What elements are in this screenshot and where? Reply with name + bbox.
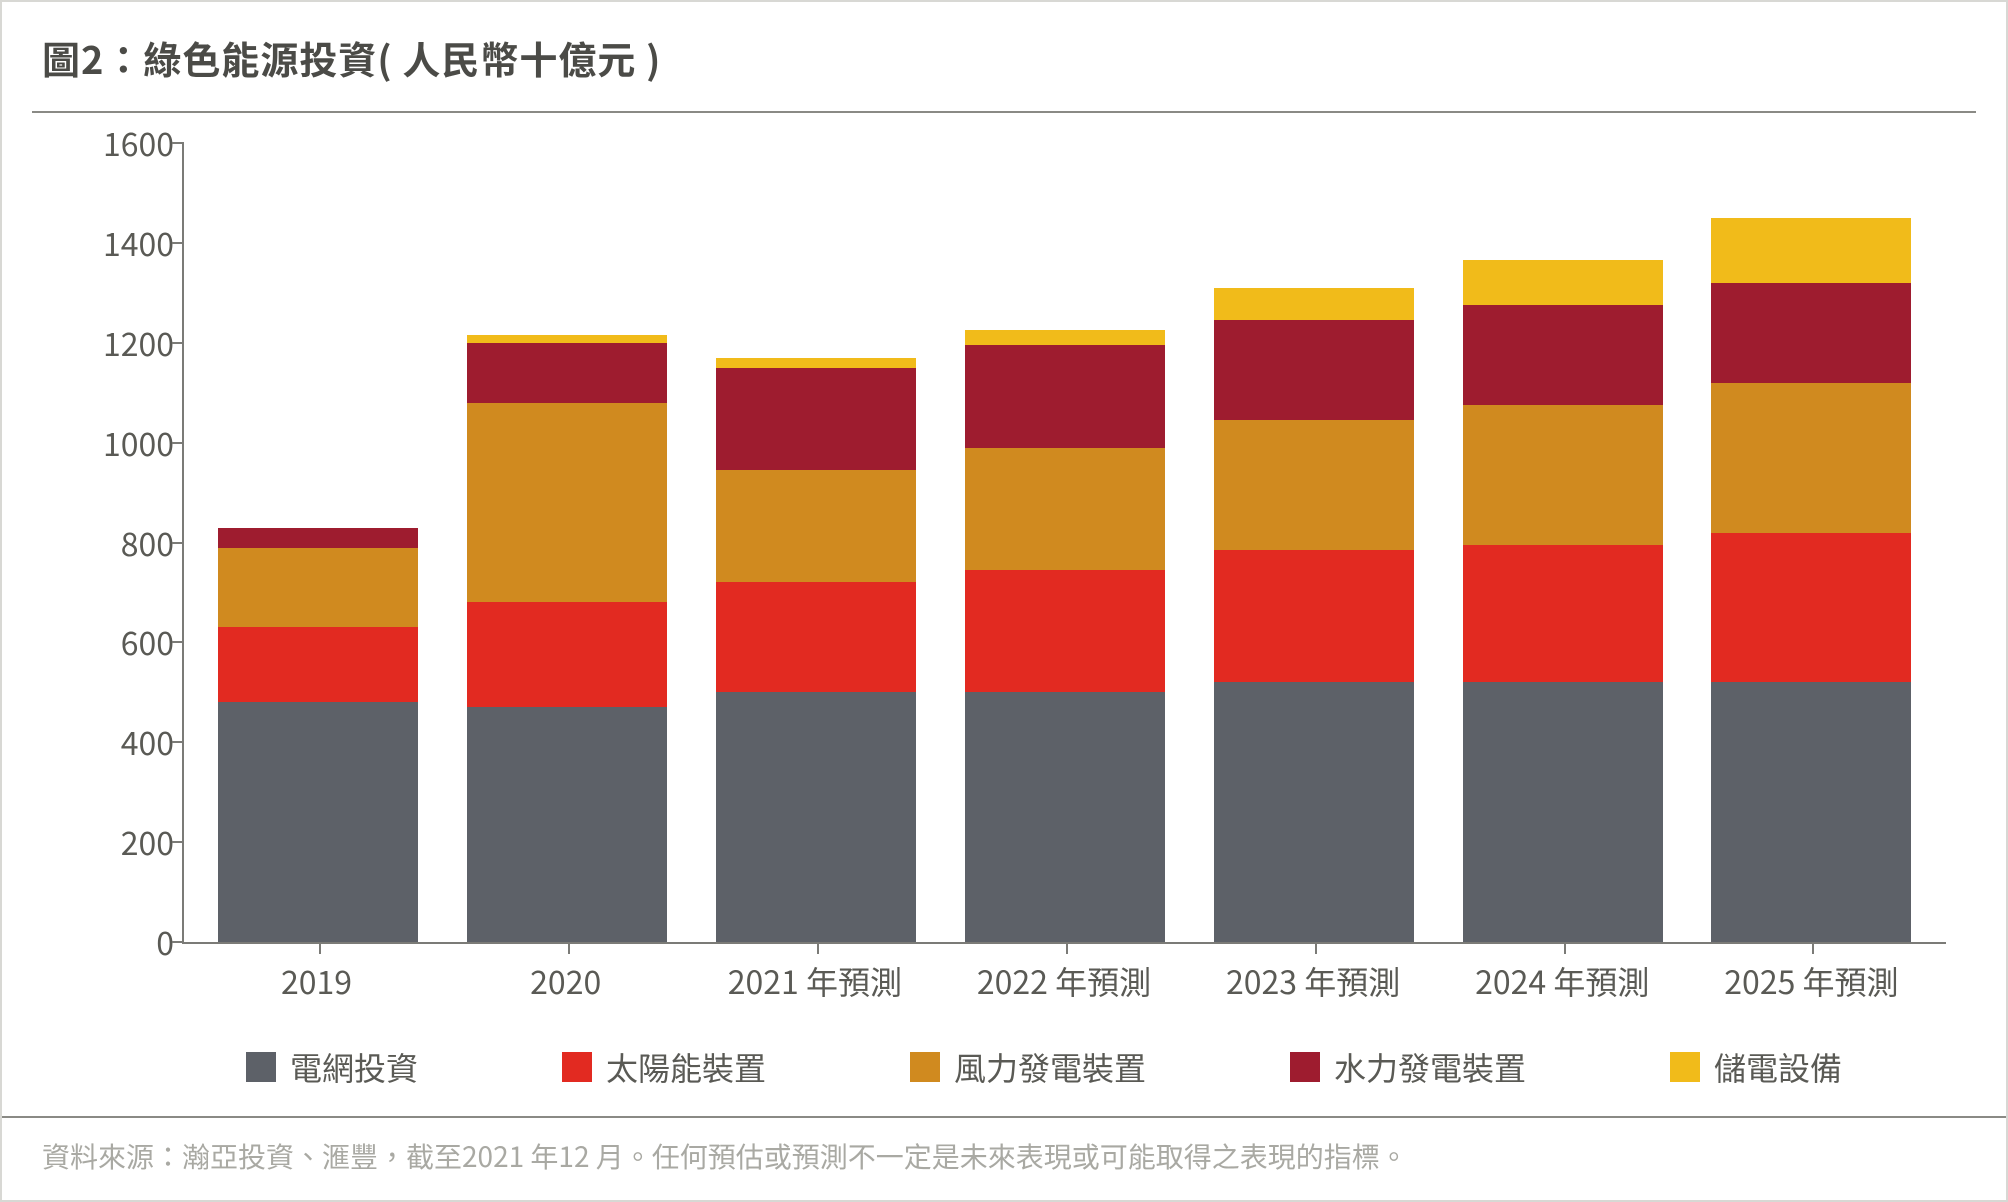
bar-segment-solar bbox=[467, 602, 667, 707]
y-tick-label: 0 bbox=[64, 919, 174, 965]
title-rule bbox=[32, 111, 1976, 113]
bar-segment-grid bbox=[1711, 682, 1911, 942]
legend-swatch bbox=[1290, 1052, 1320, 1082]
bar-segment-wind bbox=[1463, 405, 1663, 545]
legend-item: 風力發電裝置 bbox=[910, 1044, 1146, 1090]
bar-segment-wind bbox=[218, 548, 418, 628]
y-tick-mark bbox=[172, 142, 184, 144]
bar-segment-storage bbox=[716, 358, 916, 368]
chart-card: 圖2：綠色能源投資( 人民幣十億元 ) 02004006008001000120… bbox=[0, 0, 2008, 1202]
bar-segment-grid bbox=[716, 692, 916, 942]
bar-segment-hydro bbox=[1214, 320, 1414, 420]
bar-segment-grid bbox=[218, 702, 418, 942]
bar-segment-storage bbox=[1214, 288, 1414, 320]
bar-segment-grid bbox=[467, 707, 667, 942]
x-tick-label: 2023 年預測 bbox=[1213, 944, 1413, 1014]
legend-label: 電網投資 bbox=[290, 1044, 418, 1090]
legend: 電網投資 太陽能裝置 風力發電裝置 水力發電裝置 儲電設備 bbox=[2, 1034, 2006, 1116]
y-tick-mark bbox=[172, 442, 184, 444]
legend-swatch bbox=[562, 1052, 592, 1082]
chart-footnote: 資料來源：瀚亞投資、滙豐，截至2021 年12 月。任何預估或預測不一定是未來表… bbox=[2, 1118, 2006, 1200]
x-tick-label: 2024 年預測 bbox=[1462, 944, 1662, 1014]
x-axis-labels: 2019 2020 2021 年預測 2022 年預測 2023 年預測 2024 年預測… bbox=[182, 944, 1946, 1014]
y-tick-label: 800 bbox=[64, 520, 174, 566]
bar-segment-hydro bbox=[1463, 305, 1663, 405]
y-tick-mark bbox=[172, 242, 184, 244]
y-tick-label: 1000 bbox=[64, 420, 174, 466]
bar bbox=[1463, 260, 1663, 942]
y-tick-mark bbox=[172, 741, 184, 743]
bar-segment-solar bbox=[965, 570, 1165, 692]
x-tick-label: 2025 年預測 bbox=[1711, 944, 1911, 1014]
x-tick-label: 2022 年預測 bbox=[964, 944, 1164, 1014]
legend-item: 電網投資 bbox=[246, 1044, 418, 1090]
bar-segment-solar bbox=[218, 627, 418, 702]
legend-item: 水力發電裝置 bbox=[1290, 1044, 1526, 1090]
bar-segment-wind bbox=[965, 448, 1165, 570]
bar-segment-solar bbox=[1711, 533, 1911, 683]
bar-segment-grid bbox=[965, 692, 1165, 942]
y-tick-mark bbox=[172, 941, 184, 943]
bar-segment-solar bbox=[1214, 550, 1414, 682]
bar bbox=[467, 335, 667, 942]
bar-segment-hydro bbox=[965, 345, 1165, 447]
legend-item: 儲電設備 bbox=[1670, 1044, 1842, 1090]
bar-segment-storage bbox=[965, 330, 1165, 345]
bar-segment-solar bbox=[716, 582, 916, 692]
bar-segment-wind bbox=[467, 403, 667, 603]
bar-segment-hydro bbox=[716, 368, 916, 470]
x-tick-label: 2021 年預測 bbox=[715, 944, 915, 1014]
bar-segment-wind bbox=[716, 470, 916, 582]
y-tick-label: 600 bbox=[64, 619, 174, 665]
chart-title: 圖2：綠色能源投資( 人民幣十億元 ) bbox=[2, 2, 2006, 111]
y-tick-label: 400 bbox=[64, 719, 174, 765]
bar-segment-wind bbox=[1214, 420, 1414, 550]
x-tick-label: 2020 bbox=[466, 944, 666, 1014]
legend-label: 水力發電裝置 bbox=[1334, 1044, 1526, 1090]
bar-segment-grid bbox=[1214, 682, 1414, 942]
y-tick-mark bbox=[172, 542, 184, 544]
bar-segment-storage bbox=[1463, 260, 1663, 305]
bar-segment-storage bbox=[467, 335, 667, 342]
y-tick-mark bbox=[172, 342, 184, 344]
legend-swatch bbox=[910, 1052, 940, 1082]
y-tick-label: 200 bbox=[64, 819, 174, 865]
bar bbox=[1214, 288, 1414, 942]
bar-segment-wind bbox=[1711, 383, 1911, 533]
legend-label: 風力發電裝置 bbox=[954, 1044, 1146, 1090]
legend-swatch bbox=[1670, 1052, 1700, 1082]
y-tick-label: 1600 bbox=[64, 120, 174, 166]
chart-area: 02004006008001000120014001600 2019202020… bbox=[42, 143, 1966, 1014]
bar bbox=[218, 528, 418, 942]
legend-label: 儲電設備 bbox=[1714, 1044, 1842, 1090]
legend-swatch bbox=[246, 1052, 276, 1082]
bar-segment-solar bbox=[1463, 545, 1663, 682]
bar-segment-hydro bbox=[218, 528, 418, 548]
bar bbox=[1711, 218, 1911, 942]
bar bbox=[965, 330, 1165, 942]
bar bbox=[716, 358, 916, 942]
bar-segment-storage bbox=[1711, 218, 1911, 283]
y-tick-label: 1200 bbox=[64, 320, 174, 366]
bar-segment-grid bbox=[1463, 682, 1663, 942]
x-tick-label: 2019 bbox=[217, 944, 417, 1014]
bars-container bbox=[184, 143, 1946, 942]
legend-item: 太陽能裝置 bbox=[562, 1044, 766, 1090]
bar-segment-hydro bbox=[467, 343, 667, 403]
y-tick-mark bbox=[172, 841, 184, 843]
plot-area: 02004006008001000120014001600 bbox=[182, 143, 1946, 944]
legend-label: 太陽能裝置 bbox=[606, 1044, 766, 1090]
y-tick-label: 1400 bbox=[64, 220, 174, 266]
bar-segment-hydro bbox=[1711, 283, 1911, 383]
y-tick-mark bbox=[172, 641, 184, 643]
